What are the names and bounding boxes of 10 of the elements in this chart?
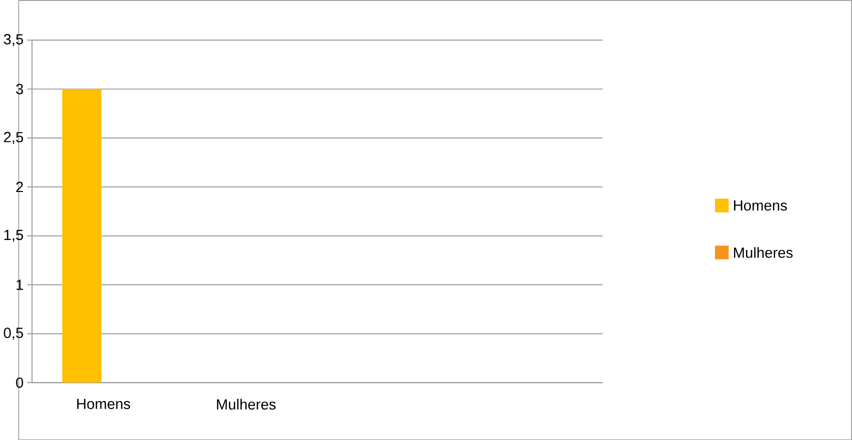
y-tick-label: 3 bbox=[16, 84, 24, 94]
y-tick-label: 3,5 bbox=[4, 34, 24, 46]
y-tick-label: 2 bbox=[16, 182, 23, 192]
legend-label: Homens bbox=[734, 200, 787, 210]
y-tick-label: 1 bbox=[16, 280, 23, 290]
y-tick-label: 2,5 bbox=[4, 132, 24, 144]
y-tick-label: 0,5 bbox=[4, 327, 24, 340]
y-tick-label: 1,5 bbox=[4, 230, 24, 242]
y-tick-label: 0 bbox=[16, 377, 24, 388]
legend-label: Mulheres bbox=[734, 246, 793, 258]
